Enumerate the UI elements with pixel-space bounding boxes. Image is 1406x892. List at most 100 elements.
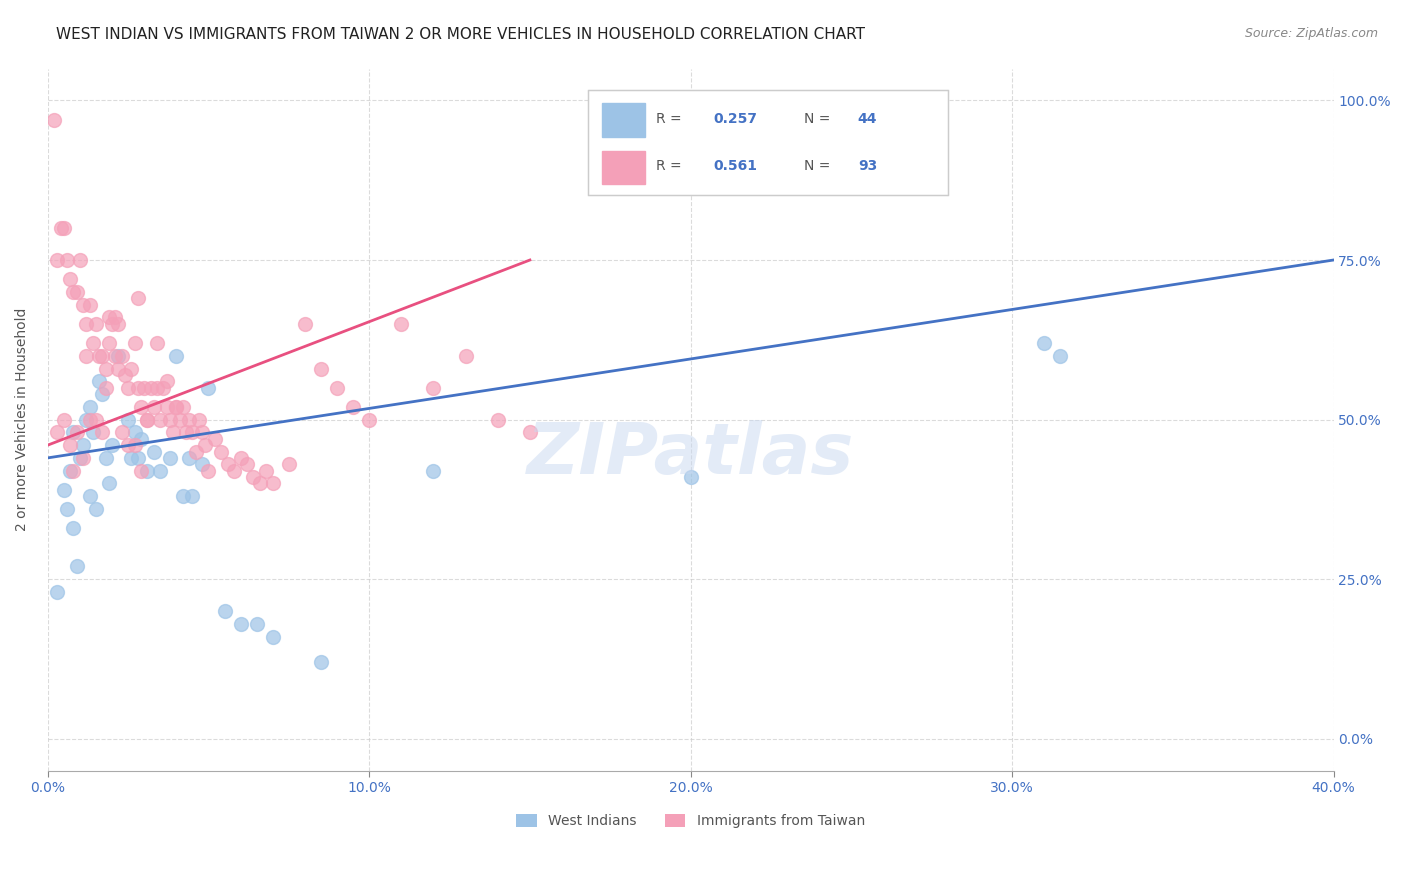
- Point: [107, 317, 129, 331]
- Point: [159, 412, 181, 426]
- Point: [52, 412, 75, 426]
- Point: [97, 476, 120, 491]
- Point: [127, 450, 149, 465]
- Point: [117, 412, 139, 426]
- Point: [62, 425, 84, 440]
- Point: [142, 444, 165, 458]
- Point: [46, 585, 69, 599]
- Point: [197, 464, 219, 478]
- Point: [156, 374, 179, 388]
- Point: [217, 457, 239, 471]
- Point: [229, 450, 252, 465]
- Point: [69, 450, 91, 465]
- Point: [79, 298, 101, 312]
- Point: [91, 349, 114, 363]
- Point: [124, 438, 146, 452]
- Point: [59, 272, 82, 286]
- Point: [294, 317, 316, 331]
- Point: [214, 604, 236, 618]
- Point: [181, 489, 204, 503]
- Point: [94, 381, 117, 395]
- Point: [486, 412, 509, 426]
- Point: [179, 450, 201, 465]
- Point: [149, 412, 172, 426]
- Point: [174, 425, 197, 440]
- Point: [181, 425, 204, 440]
- Point: [107, 349, 129, 363]
- Text: Source: ZipAtlas.com: Source: ZipAtlas.com: [1244, 27, 1378, 40]
- Point: [72, 298, 94, 312]
- Point: [134, 381, 156, 395]
- Point: [146, 336, 169, 351]
- Point: [46, 252, 69, 267]
- Point: [165, 400, 187, 414]
- Point: [79, 400, 101, 414]
- Point: [277, 457, 299, 471]
- Point: [679, 470, 702, 484]
- Point: [224, 464, 246, 478]
- Point: [72, 438, 94, 452]
- Point: [75, 349, 97, 363]
- Point: [236, 457, 259, 471]
- Point: [44, 112, 66, 127]
- Point: [519, 425, 541, 440]
- Point: [309, 655, 332, 669]
- Point: [139, 381, 162, 395]
- Point: [309, 361, 332, 376]
- Point: [94, 450, 117, 465]
- Point: [62, 285, 84, 299]
- Y-axis label: 2 or more Vehicles in Household: 2 or more Vehicles in Household: [15, 308, 30, 532]
- Point: [326, 381, 349, 395]
- Point: [136, 412, 159, 426]
- Point: [136, 464, 159, 478]
- Text: ZIPatlas: ZIPatlas: [527, 420, 855, 489]
- Point: [136, 412, 159, 426]
- Point: [94, 361, 117, 376]
- Point: [91, 425, 114, 440]
- Point: [262, 476, 284, 491]
- Point: [156, 400, 179, 414]
- Point: [82, 425, 104, 440]
- Point: [127, 291, 149, 305]
- Point: [69, 252, 91, 267]
- Point: [89, 349, 111, 363]
- Point: [66, 425, 89, 440]
- Point: [120, 450, 142, 465]
- Point: [72, 450, 94, 465]
- Point: [422, 381, 444, 395]
- Point: [56, 502, 79, 516]
- Point: [62, 464, 84, 478]
- Point: [142, 400, 165, 414]
- Point: [254, 464, 277, 478]
- Point: [62, 521, 84, 535]
- Point: [209, 444, 232, 458]
- Point: [204, 432, 226, 446]
- Point: [101, 317, 124, 331]
- Point: [84, 317, 107, 331]
- Point: [117, 438, 139, 452]
- Text: WEST INDIAN VS IMMIGRANTS FROM TAIWAN 2 OR MORE VEHICLES IN HOUSEHOLD CORRELATIO: WEST INDIAN VS IMMIGRANTS FROM TAIWAN 2 …: [56, 27, 865, 42]
- Point: [152, 381, 174, 395]
- Point: [89, 374, 111, 388]
- Point: [104, 310, 127, 325]
- Point: [169, 412, 191, 426]
- Point: [1033, 336, 1056, 351]
- Point: [359, 412, 381, 426]
- Point: [165, 400, 187, 414]
- Point: [101, 438, 124, 452]
- Point: [422, 464, 444, 478]
- Point: [242, 470, 264, 484]
- Point: [117, 381, 139, 395]
- Point: [262, 630, 284, 644]
- Point: [97, 336, 120, 351]
- Point: [129, 432, 152, 446]
- Point: [124, 336, 146, 351]
- Point: [342, 400, 364, 414]
- Point: [197, 381, 219, 395]
- Point: [124, 425, 146, 440]
- Point: [59, 464, 82, 478]
- Point: [454, 349, 477, 363]
- Point: [129, 464, 152, 478]
- Point: [179, 412, 201, 426]
- Point: [46, 425, 69, 440]
